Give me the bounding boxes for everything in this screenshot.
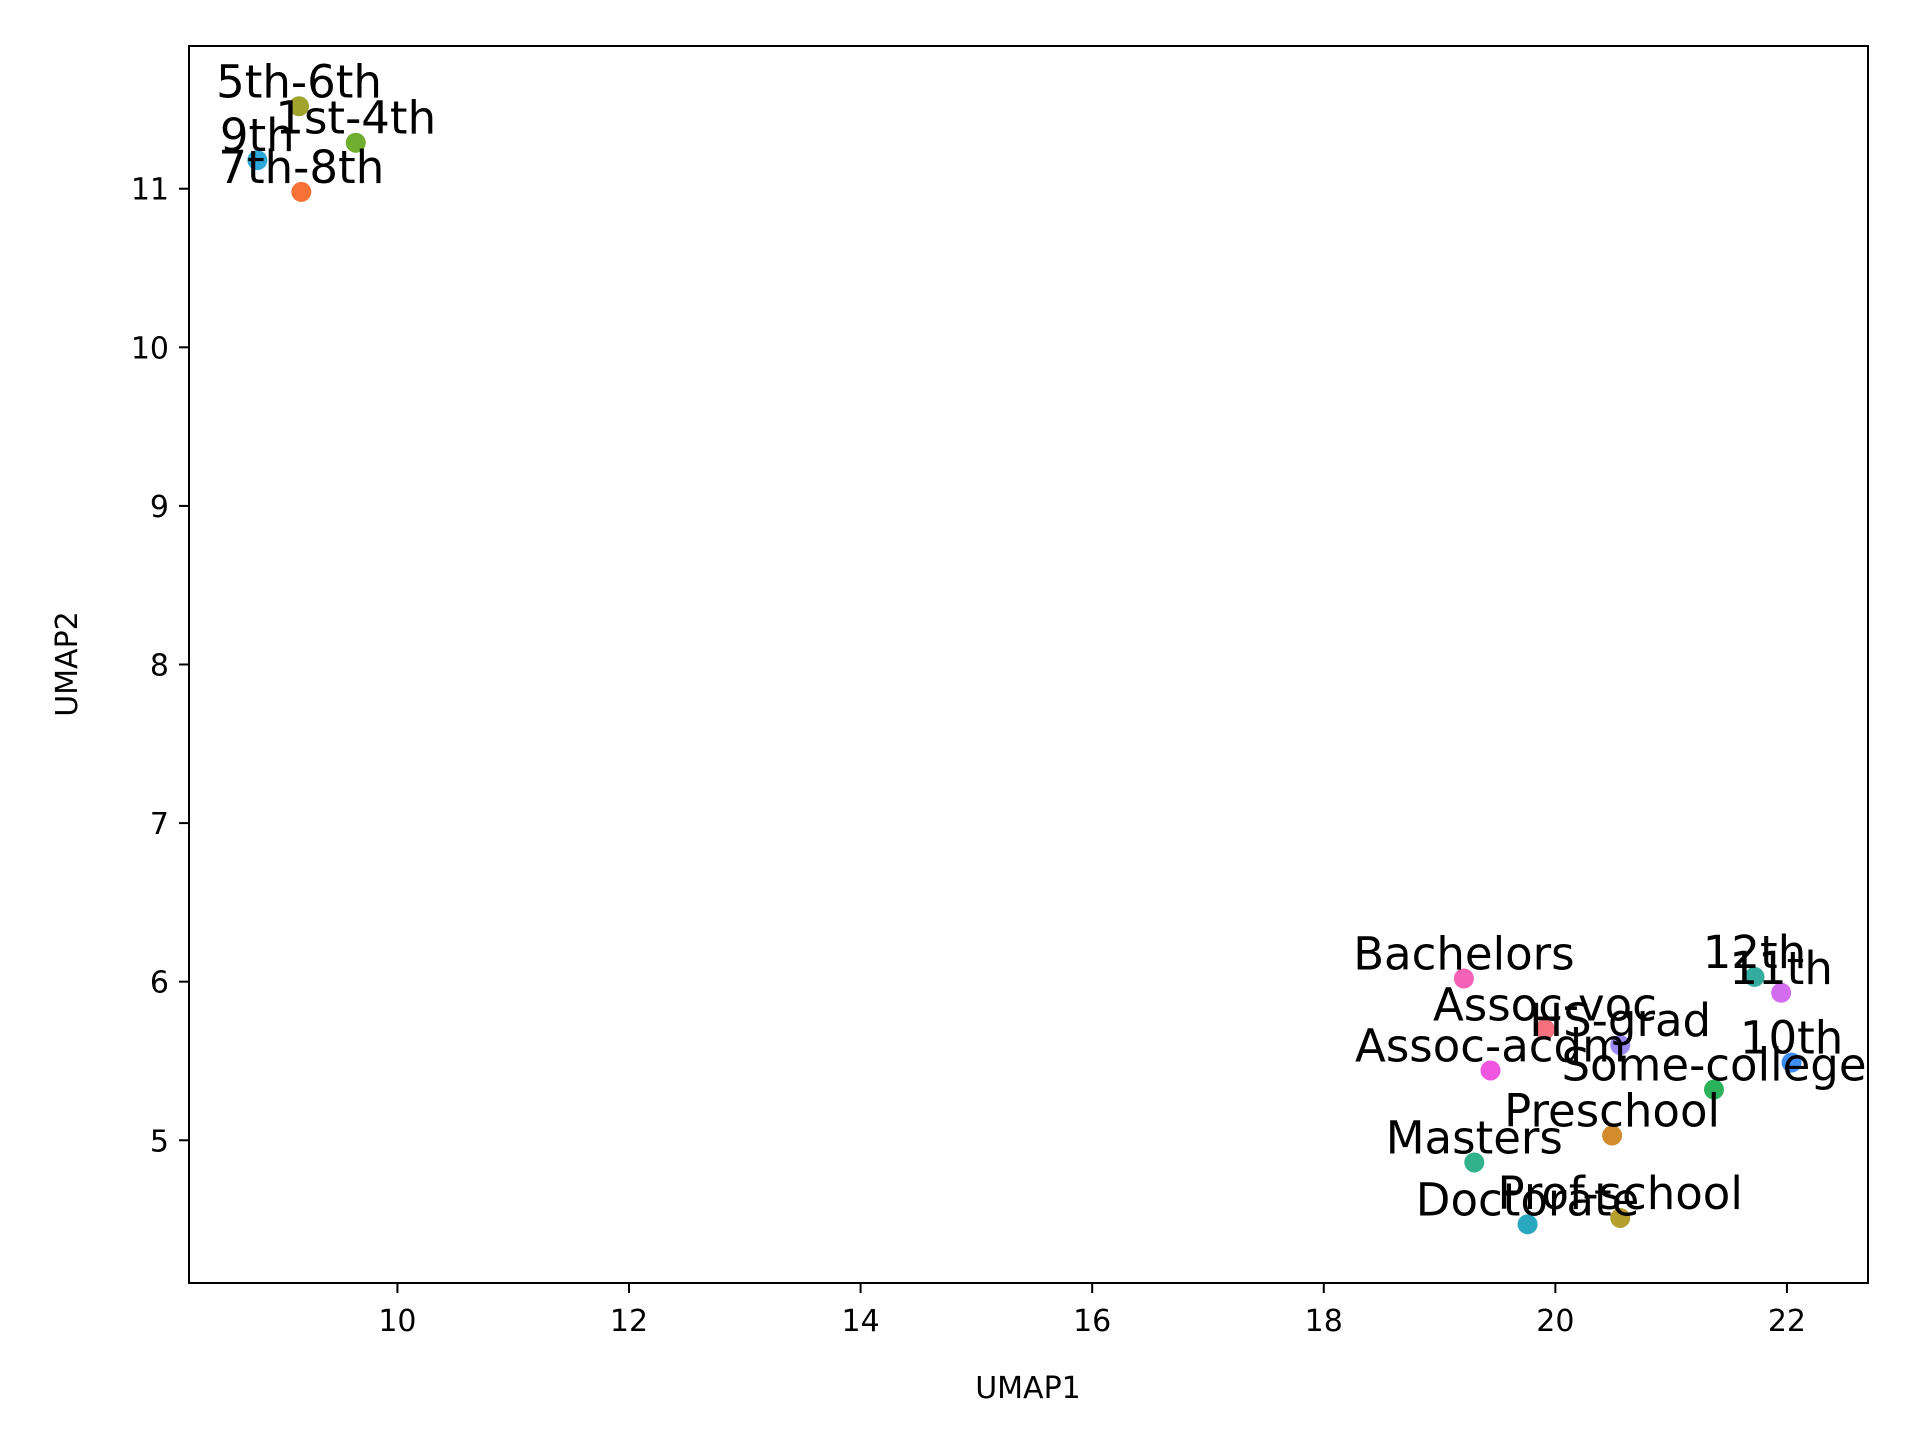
point-markers <box>247 96 1802 1235</box>
data-point <box>1610 1035 1631 1056</box>
plot-background <box>189 46 1868 1283</box>
point-label: 12th <box>1703 926 1806 979</box>
x-tick-label: 18 <box>1305 1304 1343 1339</box>
point-label: 11th <box>1729 942 1832 995</box>
x-tick-label: 14 <box>842 1304 880 1339</box>
x-tick-label: 10 <box>378 1304 416 1339</box>
point-label: 5th-6th <box>216 55 382 108</box>
point-label: Prof-school <box>1498 1167 1743 1220</box>
data-point <box>1480 1060 1501 1081</box>
y-tick-label: 8 <box>150 649 169 684</box>
data-point <box>1744 966 1765 987</box>
point-label: Preschool <box>1504 1085 1720 1138</box>
y-tick-label: 9 <box>150 490 169 525</box>
x-tick-label: 22 <box>1768 1304 1806 1339</box>
y-tick-label: 5 <box>150 1124 169 1159</box>
y-axis-label: UMAP2 <box>50 611 85 717</box>
data-point <box>1610 1207 1631 1228</box>
point-label: Some-college <box>1561 1039 1866 1092</box>
data-point <box>247 150 268 171</box>
y-tick-label: 10 <box>131 331 169 366</box>
point-label: 10th <box>1740 1012 1843 1065</box>
data-point <box>1453 968 1474 989</box>
data-point <box>1602 1125 1623 1146</box>
x-tick-label: 16 <box>1073 1304 1111 1339</box>
y-tick-label: 6 <box>150 966 169 1001</box>
y-axis-ticks: 5 6 7 8 9 10 11 <box>131 173 189 1159</box>
point-label: Assoc-acdm <box>1355 1019 1626 1072</box>
data-point <box>291 181 312 202</box>
x-tick-label: 12 <box>610 1304 648 1339</box>
point-label: Assoc-voc <box>1433 978 1657 1031</box>
data-point <box>1703 1079 1724 1100</box>
x-tick-label: 20 <box>1536 1304 1574 1339</box>
x-axis-label: UMAP1 <box>975 1371 1081 1406</box>
data-point <box>1771 982 1792 1003</box>
data-point <box>1464 1152 1485 1173</box>
data-point <box>1517 1214 1538 1235</box>
data-point <box>1781 1052 1802 1073</box>
point-label: 7th-8th <box>218 141 384 194</box>
data-point <box>289 96 310 117</box>
point-label: Doctorate <box>1416 1173 1640 1226</box>
point-label: HS-grad <box>1529 994 1711 1047</box>
point-label: Masters <box>1386 1111 1563 1164</box>
data-point <box>345 132 366 153</box>
point-label: 1st-4th <box>275 92 436 145</box>
y-tick-label: 11 <box>131 173 169 208</box>
point-label: Bachelors <box>1353 928 1574 981</box>
point-label: 9th <box>220 109 295 162</box>
y-tick-label: 7 <box>150 807 169 842</box>
x-axis-ticks: 10 12 14 16 18 20 22 <box>378 1283 1806 1339</box>
data-point <box>1534 1019 1555 1040</box>
